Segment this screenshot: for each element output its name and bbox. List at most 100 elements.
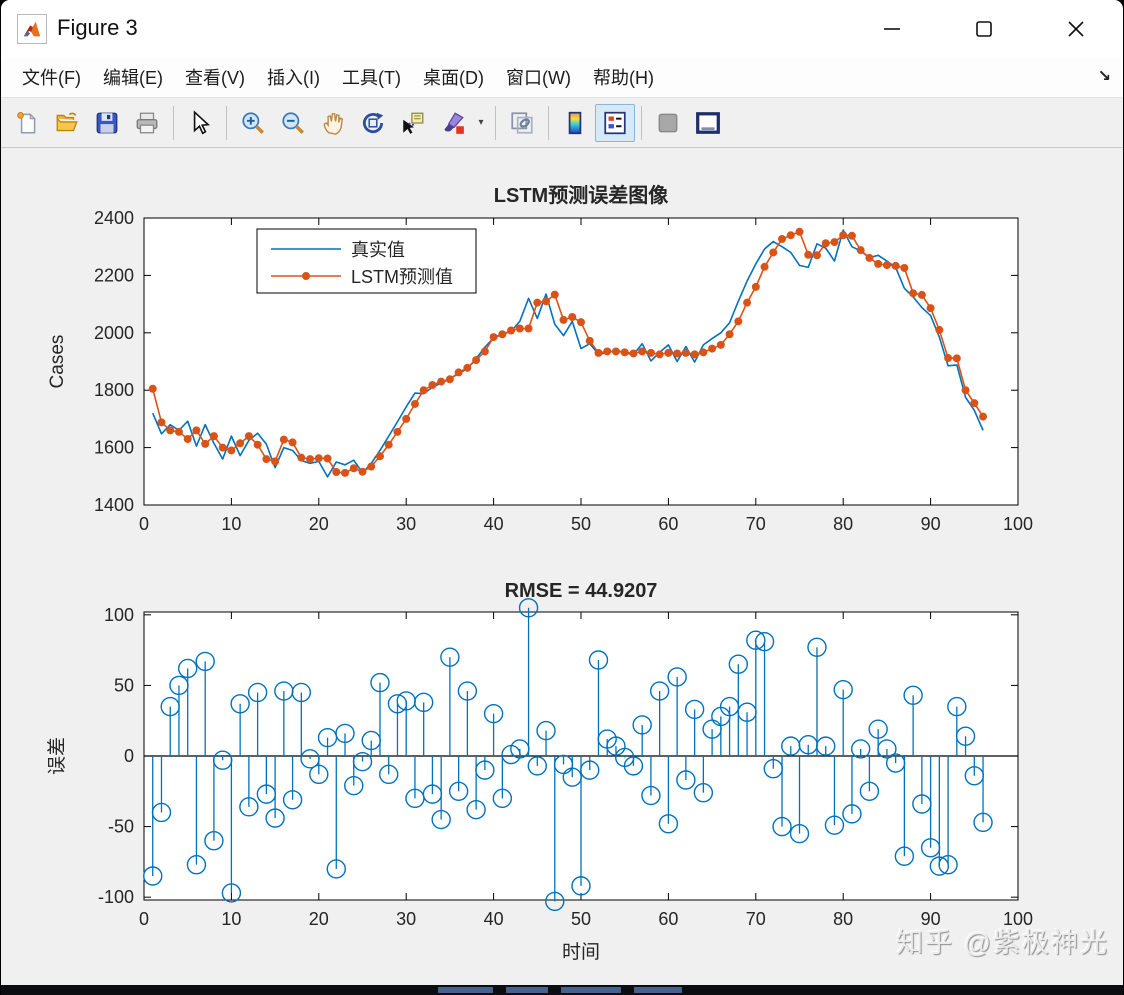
stem-marker: [239, 797, 259, 817]
matlab-logo-icon: [17, 14, 47, 44]
predicted-marker: [917, 290, 926, 299]
predicted-marker: [804, 250, 813, 259]
predicted-marker: [253, 440, 262, 449]
predicted-marker: [891, 261, 900, 270]
stem-marker: [186, 855, 207, 875]
show-plot-tools-button[interactable]: [688, 104, 728, 142]
menu-desktop[interactable]: 桌面(D): [412, 60, 495, 94]
menu-help[interactable]: 帮助(H): [582, 60, 665, 94]
insert-legend-icon: [604, 111, 626, 134]
stem-marker: [204, 831, 224, 851]
predicted-marker: [664, 348, 673, 357]
stem-marker: [492, 788, 513, 809]
menu-insert[interactable]: 插入(I): [256, 60, 331, 94]
open-file-button[interactable]: [47, 104, 87, 142]
predicted-marker: [402, 414, 411, 423]
predicted-marker: [585, 336, 594, 345]
predicted-marker: [367, 462, 376, 471]
bottom-chart-ylabel: 误差: [46, 737, 68, 775]
stem-marker: [649, 681, 670, 701]
new-figure-button[interactable]: [7, 104, 47, 142]
predicted-marker: [524, 324, 533, 333]
bottom-chart-xtick-label: 0: [139, 909, 149, 929]
zoom-in-button[interactable]: [233, 104, 273, 142]
predicted-marker: [437, 377, 446, 386]
top-chart-ytick-label: 1600: [94, 438, 134, 458]
zoom-out-button[interactable]: [273, 104, 313, 142]
stem-marker: [151, 802, 172, 823]
open-folder-icon: [56, 112, 78, 131]
stem-marker: [282, 790, 303, 810]
stem-marker: [754, 631, 775, 652]
predicted-marker: [279, 435, 288, 444]
plot-tools-hide-icon: [658, 113, 678, 132]
menu-window[interactable]: 窗口(W): [495, 60, 582, 94]
brush-button[interactable]: [433, 104, 473, 142]
top-chart-xtick-label: 80: [833, 514, 853, 534]
predicted-marker: [743, 298, 752, 307]
edit-plot-button[interactable]: [180, 104, 220, 142]
legend-box: [256, 228, 477, 294]
bottom-chart-ytick-label: 0: [124, 746, 134, 766]
stem-marker: [457, 681, 478, 701]
zoom-in-icon: [242, 111, 265, 134]
save-icon: [96, 112, 118, 133]
bottom-chart-xtick-label: 30: [396, 909, 416, 929]
stem-marker: [431, 809, 451, 830]
top-chart-xtick-label: 40: [484, 514, 504, 534]
stem-marker: [221, 883, 242, 903]
rotate-3d-button[interactable]: [353, 104, 393, 142]
predicted-marker: [952, 354, 961, 363]
insert-colorbar-button[interactable]: [555, 104, 595, 142]
stem-marker: [413, 692, 434, 713]
predicted-marker: [681, 348, 690, 357]
close-button[interactable]: [1053, 12, 1099, 46]
predicted-marker: [445, 375, 454, 384]
data-cursor-button[interactable]: [393, 104, 433, 142]
menu-view[interactable]: 查看(V): [174, 60, 256, 94]
stem-marker: [903, 685, 923, 705]
toolbar-separator: [548, 105, 549, 140]
stem-marker: [824, 815, 845, 835]
dock-figure-arrow-icon[interactable]: ↘: [1097, 68, 1111, 85]
hide-plot-tools-button[interactable]: [648, 104, 688, 142]
predicted-marker: [926, 304, 935, 313]
predicted-marker: [751, 282, 760, 291]
predicted-marker: [463, 363, 472, 372]
menu-edit[interactable]: 编辑(E): [92, 60, 174, 94]
bottom-chart-title: RMSE = 44.9207: [505, 580, 658, 602]
predicted-marker: [821, 239, 830, 248]
print-button[interactable]: [127, 104, 167, 142]
predicted-marker: [856, 246, 865, 255]
brush-dropdown-button[interactable]: ▾: [473, 104, 489, 142]
minimize-button[interactable]: [869, 12, 915, 46]
insert-legend-button[interactable]: [595, 103, 635, 142]
stem-marker: [571, 876, 591, 896]
stem-marker: [684, 699, 705, 720]
link-plot-button[interactable]: [502, 104, 542, 142]
predicted-marker: [410, 399, 419, 408]
link-plots-icon: [511, 111, 533, 134]
predicted-marker: [288, 438, 297, 447]
stem-marker: [938, 855, 958, 875]
stem-marker: [772, 816, 792, 837]
bottom-chart-xtick-label: 70: [746, 909, 766, 929]
menu-file[interactable]: 文件(F): [11, 60, 92, 94]
menu-tools[interactable]: 工具(T): [331, 60, 412, 94]
stem-marker: [527, 756, 547, 776]
pan-hand-icon: [323, 112, 343, 135]
stem-marker: [291, 682, 312, 703]
predicted-marker: [454, 368, 463, 377]
bottom-chart-xtick-label: 80: [833, 909, 853, 929]
save-button[interactable]: [87, 104, 127, 142]
pan-button[interactable]: [313, 104, 353, 142]
maximize-button[interactable]: [961, 12, 1007, 46]
bottom-chart-ytick-label: -50: [108, 817, 134, 837]
stem-marker: [929, 856, 950, 876]
predicted-marker: [341, 468, 350, 477]
bottom-chart-xtick-label: 100: [1003, 909, 1033, 929]
predicted-marker: [909, 289, 918, 298]
toolbar-separator: [173, 105, 174, 140]
legend-marker-predicted: [302, 272, 310, 280]
top-chart-ytick-label: 1800: [94, 380, 134, 400]
